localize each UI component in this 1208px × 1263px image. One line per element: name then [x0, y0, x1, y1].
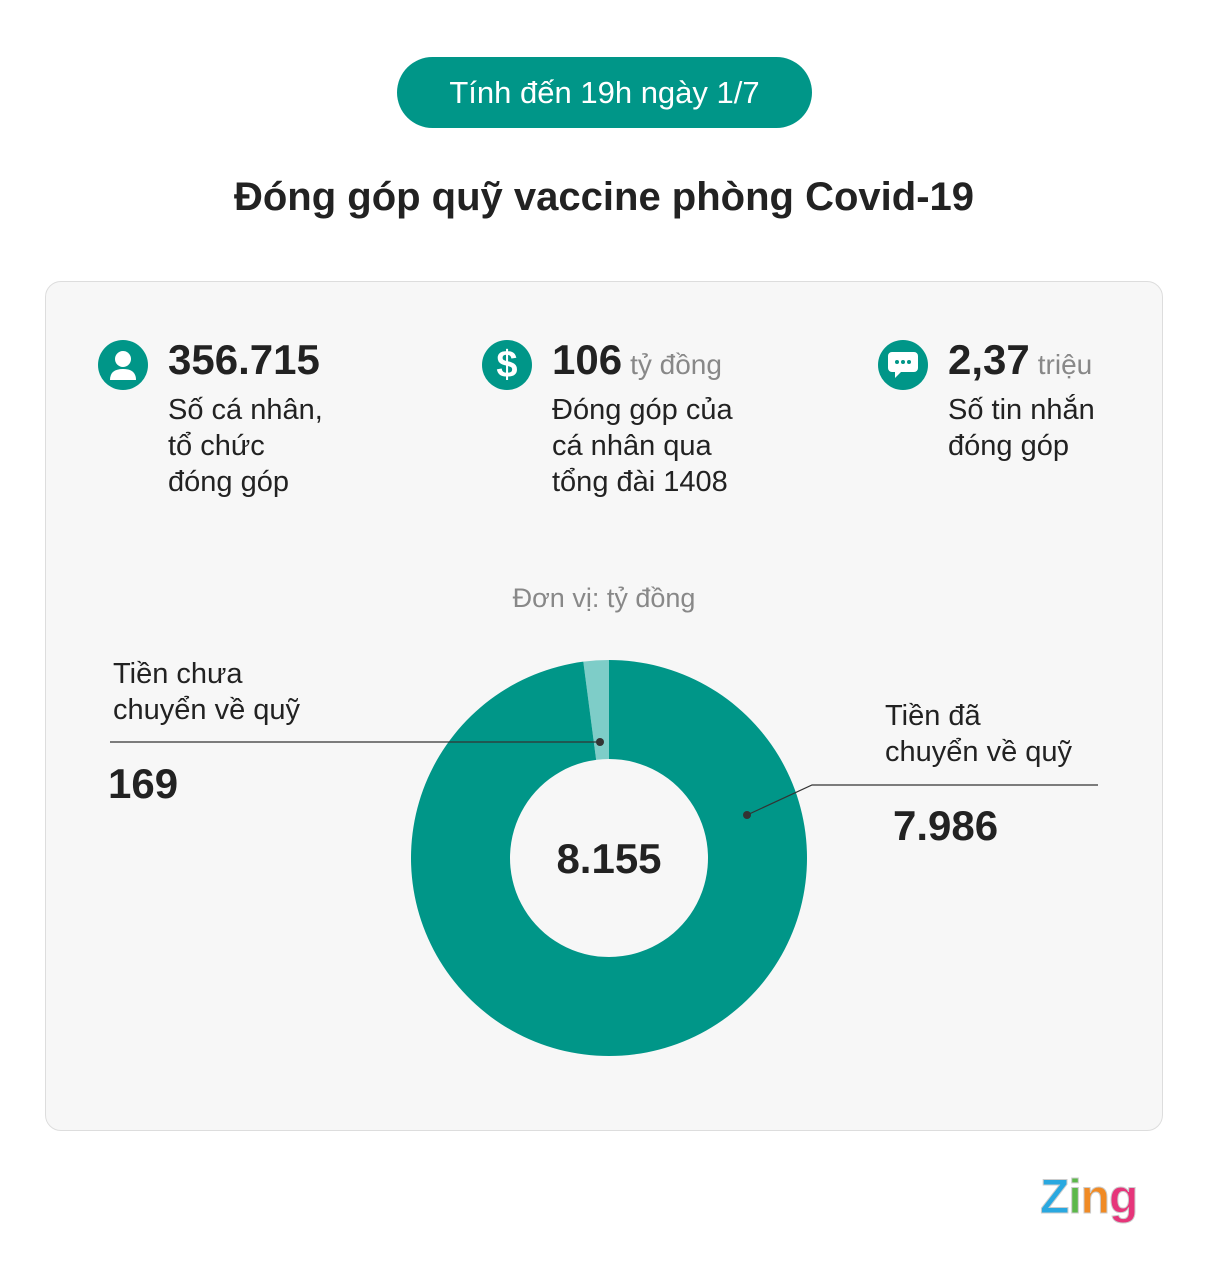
- stat-desc: Số cá nhân,: [168, 394, 323, 426]
- donut-total: 8.155: [556, 835, 662, 882]
- label-transferred: Tiền đã chuyển về quỹ: [885, 698, 1072, 770]
- page-title: Đóng góp quỹ vaccine phòng Covid-19: [233, 175, 975, 219]
- stat-desc: Đóng góp của: [552, 394, 733, 426]
- label-line: Tiền chưa: [113, 658, 243, 690]
- leader-dot: [596, 738, 604, 746]
- stat-desc: đóng góp: [168, 466, 289, 498]
- stat-desc: tổng đài 1408: [552, 466, 728, 498]
- stat-desc: tổ chức: [168, 430, 265, 462]
- zing-logo: Zing: [1039, 1171, 1138, 1225]
- leader-line-transferred: [746, 784, 1098, 816]
- label-line: chuyển về quỹ: [113, 694, 301, 726]
- label-not-transferred: Tiền chưa chuyển về quỹ: [113, 656, 300, 728]
- dollar-icon: $: [482, 340, 532, 390]
- unit-label: Đơn vị: tỷ đồng: [512, 583, 696, 613]
- slice-transferred: [411, 660, 808, 1056]
- leader-dot: [743, 811, 751, 819]
- value-transferred: 7.986: [893, 802, 999, 849]
- stat-desc: Số tin nhắn: [948, 394, 1095, 426]
- label-line: chuyển về quỹ: [885, 736, 1073, 768]
- stat-value: 356.715: [168, 336, 320, 383]
- stat-value: 2,37: [948, 336, 1030, 383]
- stat-unit: triệu: [1037, 349, 1093, 380]
- stat-desc: đóng góp: [948, 430, 1069, 462]
- date-badge: Tính đến 19h ngày 1/7: [397, 57, 812, 128]
- stat-desc: cá nhân qua: [552, 430, 712, 462]
- chat-icon: [878, 340, 928, 390]
- stat-value: 106: [552, 336, 623, 383]
- stat-unit: tỷ đồng: [630, 349, 722, 380]
- person-icon: [98, 340, 148, 390]
- value-not-transferred: 169: [108, 760, 179, 807]
- label-line: Tiền đã: [885, 700, 981, 732]
- slice-not-transferred: [583, 660, 609, 760]
